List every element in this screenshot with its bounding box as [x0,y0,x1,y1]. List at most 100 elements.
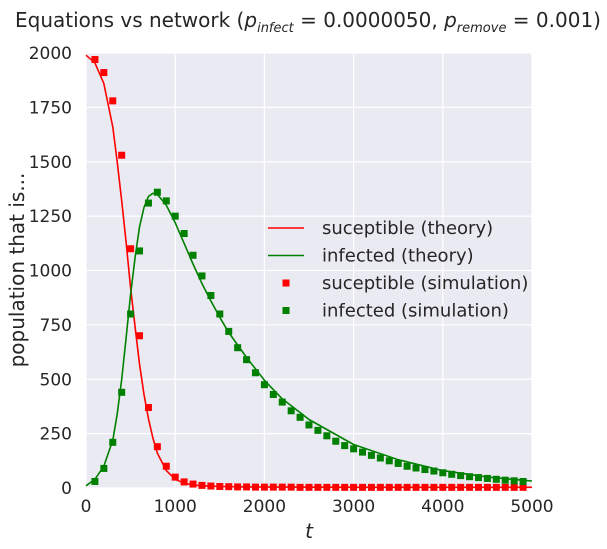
point-suceptible-simulation [269,483,277,491]
grid [85,52,533,489]
y-tick-label: 500 [40,370,72,390]
point-suceptible-simulation [474,483,482,491]
point-infected-simulation [225,327,233,335]
point-suceptible-simulation [153,443,161,451]
y-tick-label: 1750 [29,98,72,118]
point-suceptible-simulation [278,483,286,491]
point-infected-simulation [243,356,251,364]
y-tick-label: 0 [61,479,72,499]
point-suceptible-simulation [287,483,295,491]
point-suceptible-simulation [492,483,500,491]
point-infected-simulation [483,474,491,482]
point-suceptible-simulation [243,483,251,491]
point-suceptible-simulation [332,483,340,491]
x-tick-label: 4000 [421,497,464,517]
legend: suceptible (theory) infected (theory) suce… [268,218,528,322]
point-infected-simulation [412,464,420,472]
y-tick-label: 1000 [29,262,72,282]
point-suceptible-simulation [385,483,393,491]
point-suceptible-simulation [251,483,259,491]
point-infected-simulation [287,407,295,415]
y-tick-label: 1500 [29,153,72,173]
point-suceptible-simulation [341,483,349,491]
point-suceptible-simulation [180,478,188,486]
point-infected-simulation [171,212,179,220]
title-p-infect-value: = 0.0000050, [294,8,444,32]
point-suceptible-simulation [189,480,197,488]
point-infected-simulation [234,344,242,352]
point-suceptible-simulation [314,483,322,491]
legend-marker-swatch [282,307,290,314]
point-infected-simulation [474,474,482,482]
point-suceptible-simulation [198,481,206,489]
point-suceptible-simulation [225,483,233,491]
point-suceptible-simulation [430,483,438,491]
point-infected-simulation [162,197,170,205]
point-infected-simulation [136,247,144,255]
point-infected-simulation [439,469,447,477]
x-tick-label: 2000 [243,497,286,517]
point-suceptible-simulation [127,245,135,253]
legend-label: suceptible (simulation) [322,273,528,294]
point-suceptible-simulation [376,483,384,491]
point-suceptible-simulation [234,483,242,491]
x-tick-label: 1000 [154,497,197,517]
point-infected-simulation [189,251,197,259]
point-infected-simulation [118,388,126,396]
y-tick-label: 1250 [29,207,72,227]
y-axis-label: population that is... [5,173,29,368]
point-suceptible-simulation [510,483,518,491]
x-axis-label: t [305,519,314,543]
x-tick-labels: 0 1000 2000 3000 4000 5000 [81,497,554,517]
point-infected-simulation [323,432,331,440]
chart-title: Equations vs network (pinfect = 0.000005… [15,8,601,36]
point-suceptible-simulation [171,473,179,481]
point-suceptible-simulation [118,151,126,159]
x-tick-label: 5000 [510,497,553,517]
point-infected-simulation [350,445,358,453]
point-suceptible-simulation [260,483,268,491]
point-infected-simulation [260,381,268,389]
point-infected-simulation [314,426,322,434]
point-infected-simulation [457,472,465,480]
point-infected-simulation [278,398,286,406]
y-tick-label: 2000 [29,44,72,64]
point-infected-simulation [403,462,411,470]
point-infected-simulation [180,230,188,238]
series-line-infected-theory [85,192,533,487]
title-p-infect-symbol: p [243,8,257,32]
y-tick-labels: 0 250 500 750 1000 1250 1500 1750 2000 [29,44,72,499]
point-infected-simulation [127,310,135,318]
point-suceptible-simulation [144,404,152,412]
point-infected-simulation [198,272,206,280]
point-infected-simulation [519,477,527,485]
point-suceptible-simulation [466,483,474,491]
legend-label: infected (theory) [322,246,474,267]
point-infected-simulation [251,369,259,377]
point-suceptible-simulation [519,483,527,491]
point-suceptible-simulation [296,483,304,491]
title-p-remove-subscript: remove [457,21,507,36]
point-suceptible-simulation [216,482,224,490]
point-suceptible-simulation [359,483,367,491]
point-suceptible-simulation [100,69,108,77]
point-infected-simulation [367,451,375,459]
point-suceptible-simulation [305,483,313,491]
point-suceptible-simulation [136,332,144,340]
legend-label: suceptible (theory) [322,218,493,239]
point-infected-simulation [144,199,152,207]
x-tick-label: 0 [81,497,92,517]
point-suceptible-simulation [412,483,420,491]
x-tick-label: 3000 [332,497,375,517]
point-suceptible-simulation [457,483,465,491]
point-infected-simulation [421,466,429,474]
point-infected-simulation [492,475,500,483]
point-suceptible-simulation [403,483,411,491]
point-suceptible-simulation [421,483,429,491]
point-infected-simulation [153,188,161,196]
point-suceptible-simulation [207,482,215,490]
series-layer [85,54,533,491]
title-p-remove-symbol: p [443,8,457,32]
point-suceptible-simulation [394,483,402,491]
